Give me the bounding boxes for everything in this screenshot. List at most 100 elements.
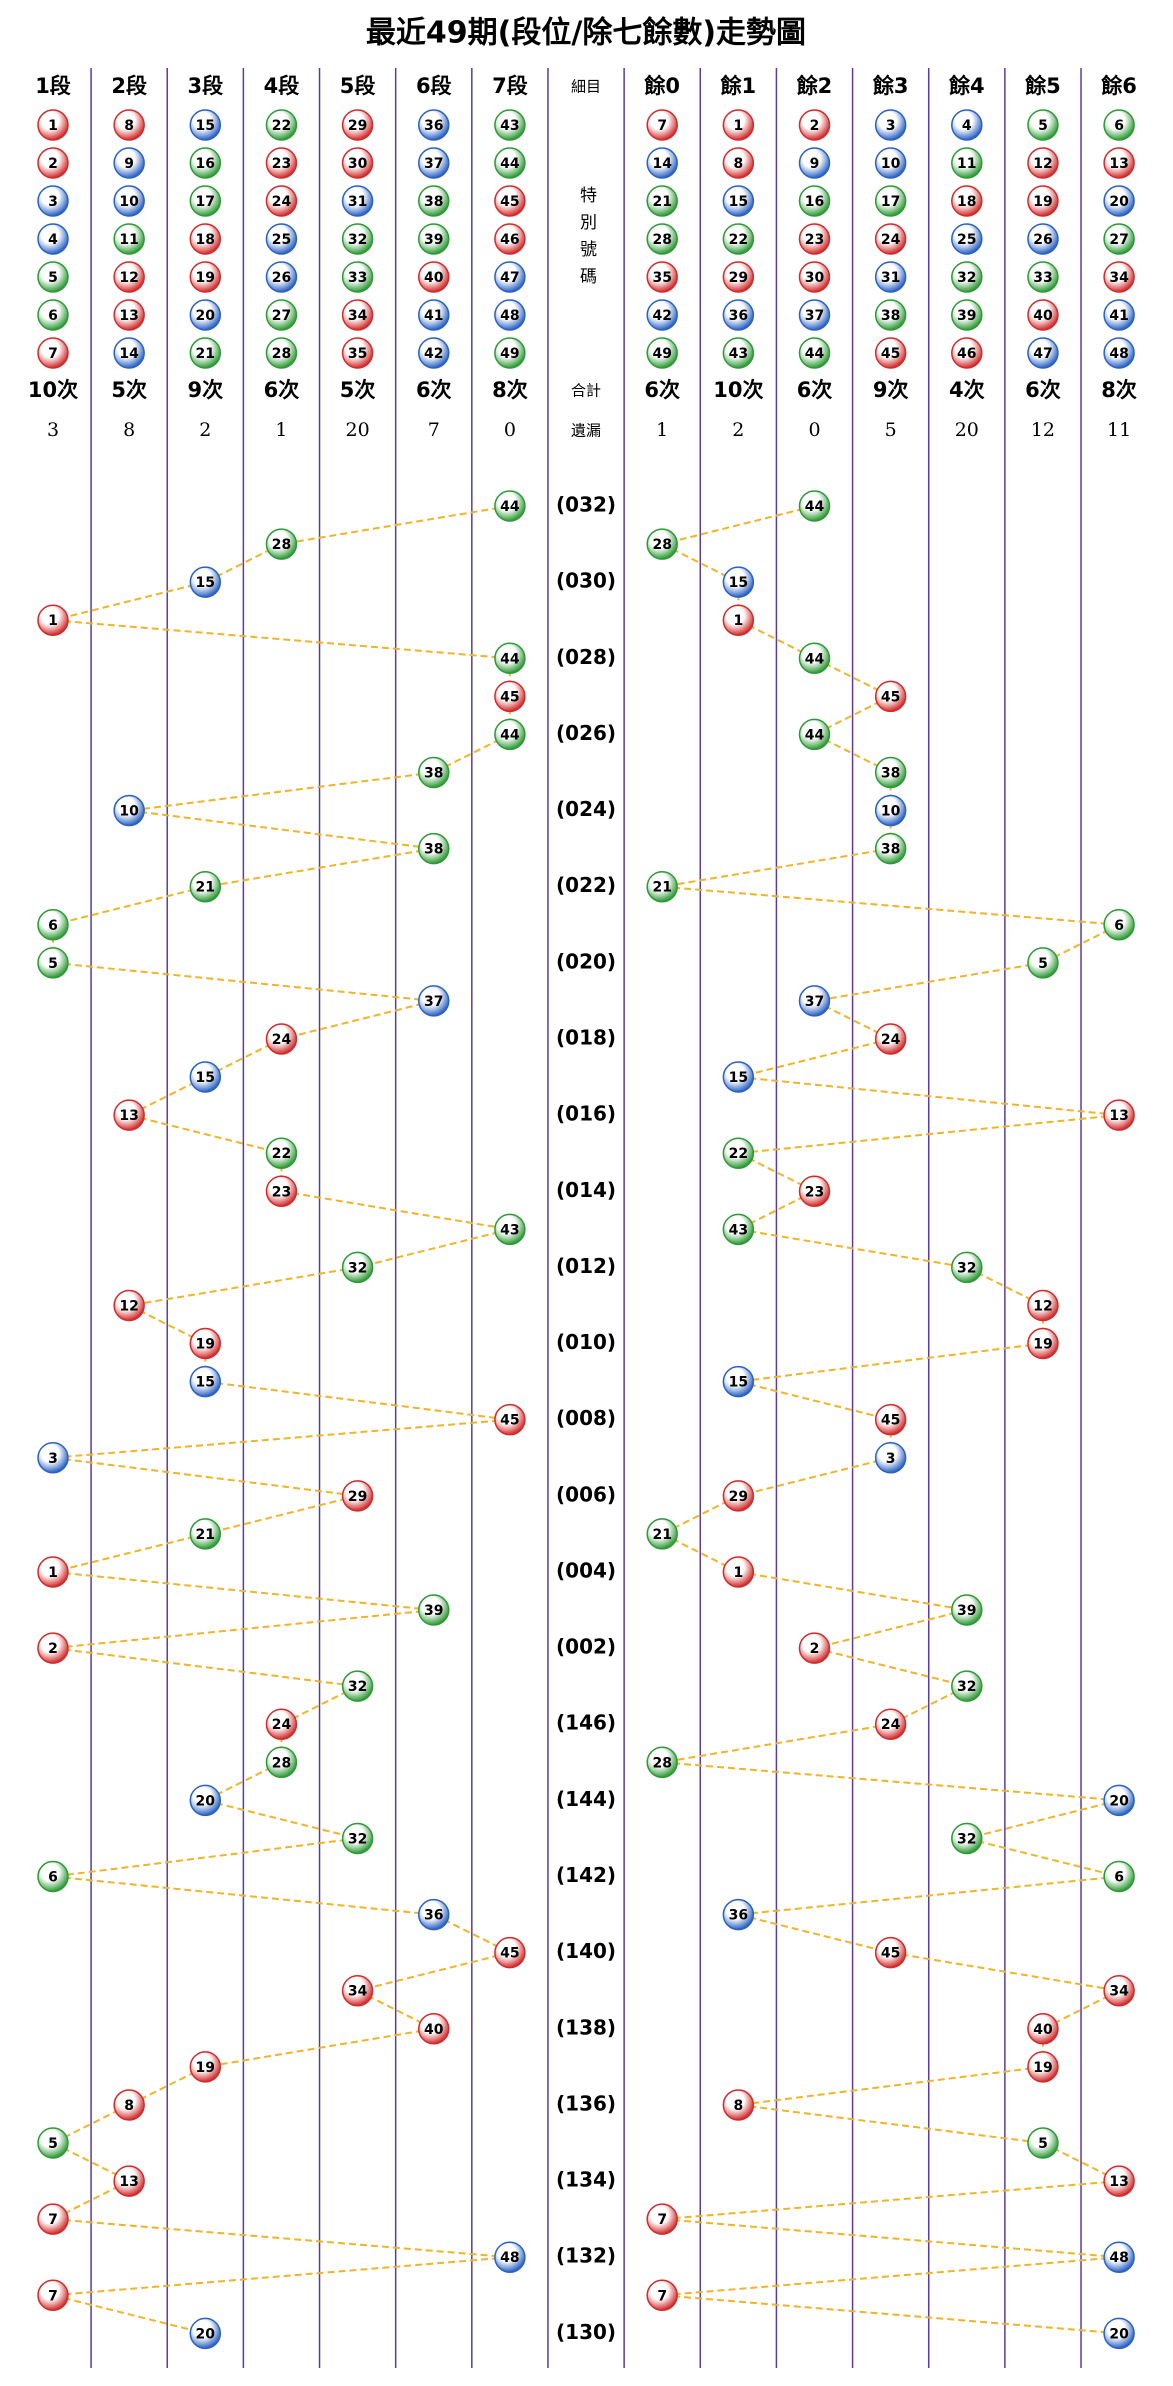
ball [874, 337, 907, 369]
period-label: (140) [556, 1939, 616, 1963]
ball [113, 337, 145, 369]
ball-number: 22 [272, 118, 291, 134]
trend-line [205, 1799, 358, 1840]
ball [189, 1365, 222, 1398]
ball [494, 490, 526, 522]
trend-line [738, 1038, 891, 1079]
ball [37, 2279, 69, 2312]
missing: 8 [123, 419, 135, 441]
period-label: (020) [556, 949, 616, 973]
ball-number: 46 [957, 346, 976, 362]
ball [113, 2089, 145, 2121]
ball [798, 1632, 831, 1664]
ball-number: 45 [881, 346, 900, 362]
period-label: (144) [556, 1787, 616, 1811]
column-header: 2段 [111, 74, 147, 98]
ball-number: 35 [348, 346, 367, 362]
missing: 11 [1107, 419, 1131, 441]
ball-number: 23 [272, 1184, 291, 1200]
ball-number: 18 [196, 232, 215, 248]
ball-number: 38 [424, 194, 443, 210]
ball [189, 337, 222, 369]
ball [1027, 299, 1059, 331]
trend-line [52, 581, 206, 622]
missing: 1 [656, 419, 668, 441]
ball [1027, 109, 1059, 141]
ball-number: 5 [1038, 956, 1048, 972]
period-label: (130) [556, 2320, 616, 2344]
ball [951, 223, 983, 255]
ball [1027, 1327, 1059, 1360]
ball [494, 718, 526, 751]
ball-number: 31 [348, 194, 367, 210]
ball [189, 566, 222, 598]
trend-line [205, 1380, 511, 1421]
ball [798, 185, 831, 217]
column-header: 餘1 [721, 74, 757, 98]
count: 10次 [713, 378, 763, 402]
trend-line [52, 885, 206, 926]
ball [189, 223, 222, 255]
ball [341, 337, 374, 369]
period-label: (012) [556, 1254, 616, 1278]
missing: 0 [504, 419, 516, 441]
ball [1027, 1289, 1059, 1322]
ball [494, 261, 526, 293]
trend-line [281, 505, 511, 546]
ball-number: 7 [48, 2288, 58, 2304]
ball-number: 43 [729, 1222, 748, 1238]
ball [418, 147, 450, 179]
ball [418, 2013, 450, 2045]
missing-label: 遺漏 [571, 422, 601, 440]
ball [494, 299, 526, 331]
ball-number: 32 [348, 1260, 367, 1276]
missing: 5 [885, 419, 897, 441]
ball-number: 13 [119, 1108, 138, 1124]
ball-number: 28 [652, 537, 671, 553]
ball-number: 36 [729, 1908, 748, 1924]
trend-line [52, 2294, 206, 2335]
trend-line [738, 1114, 1120, 1155]
ball [1103, 1860, 1135, 1893]
ball-number: 44 [500, 156, 520, 172]
ball [646, 185, 678, 217]
ball-number: 19 [196, 2060, 215, 2076]
ball-number: 38 [881, 842, 900, 858]
ball [418, 261, 450, 293]
trend-line [738, 1875, 1120, 1916]
ball [722, 2089, 755, 2121]
period-label: (136) [556, 2091, 616, 2115]
ball-number: 22 [729, 1146, 748, 1162]
ball [113, 109, 145, 141]
ball-number: 1 [733, 613, 743, 629]
ball-number: 35 [652, 270, 671, 286]
trend-line [662, 2294, 1120, 2335]
ball-number: 25 [272, 232, 291, 248]
ball-number: 7 [48, 346, 58, 362]
ball [1027, 147, 1059, 179]
ball-number: 6 [48, 1870, 58, 1886]
ball [418, 832, 450, 865]
ball-number: 14 [119, 346, 139, 362]
ball [1103, 2241, 1135, 2273]
count: 6次 [416, 378, 452, 402]
ball [722, 109, 755, 141]
ball-number: 28 [652, 232, 671, 248]
ball-number: 44 [805, 651, 825, 667]
ball-number: 32 [957, 1831, 976, 1847]
ball-number: 34 [1109, 1984, 1129, 2000]
ball [418, 223, 450, 255]
ball-number: 31 [881, 270, 900, 286]
ball-number: 21 [196, 880, 215, 896]
ball [189, 109, 222, 141]
trend-line [661, 505, 815, 546]
ball [37, 147, 69, 179]
ball-number: 13 [1109, 2174, 1128, 2190]
trend-line [738, 1228, 967, 1269]
count: 6次 [797, 378, 833, 402]
ball-number: 37 [805, 994, 824, 1010]
ball-number: 32 [348, 1831, 367, 1847]
ball [341, 1822, 374, 1855]
ball-number: 2 [48, 1641, 58, 1657]
ball-number: 6 [48, 308, 58, 324]
